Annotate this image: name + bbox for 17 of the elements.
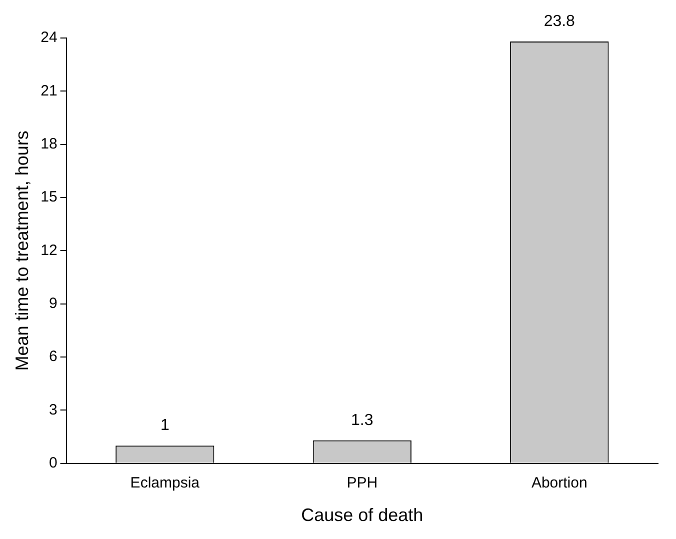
y-tick-label: 24 bbox=[40, 29, 58, 46]
x-tick-label: PPH bbox=[346, 474, 378, 492]
x-tick-label: Abortion bbox=[531, 474, 588, 492]
y-axis-title: Mean time to treatment, hours bbox=[12, 130, 32, 371]
x-axis-title: Cause of death bbox=[301, 505, 424, 526]
y-tick-label: 18 bbox=[40, 135, 58, 152]
y-tick-label: 21 bbox=[40, 82, 58, 100]
y-tick-label: 6 bbox=[48, 348, 58, 366]
y-tick-label: 15 bbox=[40, 188, 58, 206]
y-tick-label: 9 bbox=[48, 295, 58, 312]
y-tick-label: 3 bbox=[48, 401, 58, 418]
data-label: 1.3 bbox=[351, 412, 374, 429]
y-tick-label: 12 bbox=[40, 242, 58, 259]
data-label: 1 bbox=[160, 417, 170, 434]
data-label: 23.8 bbox=[544, 12, 576, 30]
x-tick-label: Eclampsia bbox=[130, 474, 200, 492]
y-tick-label: 0 bbox=[48, 454, 58, 472]
